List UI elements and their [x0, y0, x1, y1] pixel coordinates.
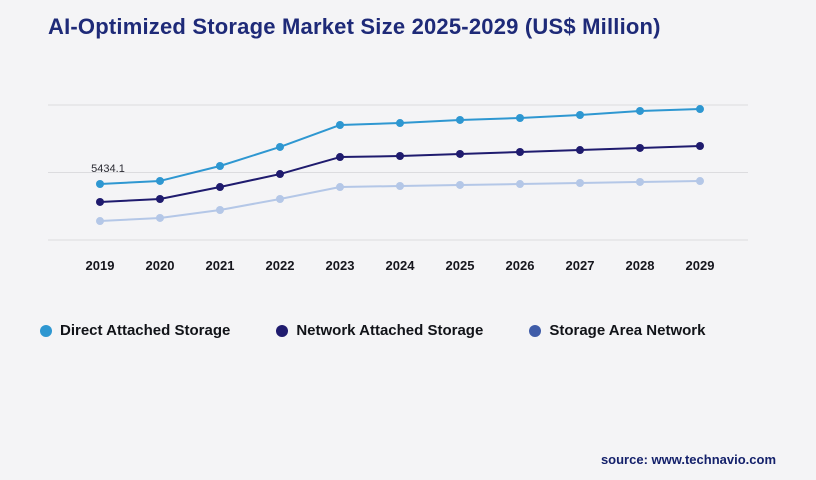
x-axis-label: 2027: [566, 258, 595, 273]
data-point-direct-attached-storage: [276, 142, 284, 151]
data-point-direct-attached-storage: [96, 179, 104, 188]
data-point-storage-area-network: [216, 206, 224, 215]
data-point-storage-area-network: [396, 182, 404, 190]
data-point-direct-attached-storage: [216, 162, 224, 171]
data-point-storage-area-network: [456, 180, 464, 189]
x-axis-label: 2024: [386, 258, 416, 273]
line-chart: 5434.1 2019 2020 2021 2022 2023 2024 2025 2026 20…: [48, 104, 748, 273]
data-point-network-attached-storage: [216, 183, 224, 192]
data-point-direct-attached-storage: [636, 106, 644, 115]
chart-title: AI-Optimized Storage Market Size 2025-20…: [48, 14, 661, 39]
data-point-storage-area-network: [336, 183, 344, 192]
x-axis-label: 2025: [446, 258, 475, 273]
data-point-direct-attached-storage: [516, 113, 524, 122]
legend-item-direct-attached-storage: Direct Attached Storage: [40, 322, 230, 339]
data-point-storage-area-network: [636, 177, 644, 186]
x-axis-label: 2028: [626, 258, 655, 273]
x-axis-label: 2020: [146, 258, 175, 273]
data-point-direct-attached-storage: [336, 120, 344, 129]
data-point-direct-attached-storage: [396, 119, 404, 128]
x-axis-label: 2029: [686, 258, 715, 273]
data-point-storage-area-network: [276, 194, 284, 203]
legend-dot-icon: [276, 324, 289, 337]
data-point-network-attached-storage: [396, 152, 404, 161]
data-point-network-attached-storage: [456, 149, 464, 158]
data-point-storage-area-network: [156, 213, 164, 222]
x-axis-label: 2021: [206, 258, 235, 273]
data-point-storage-area-network: [696, 177, 704, 186]
legend-item-network-attached-storage: Network Attached Storage: [276, 322, 483, 339]
data-point-network-attached-storage: [276, 170, 284, 179]
data-point-network-attached-storage: [96, 197, 104, 206]
data-point-network-attached-storage: [636, 143, 644, 152]
data-point-network-attached-storage: [576, 146, 584, 155]
legend: Direct Attached Storage Network Attached …: [40, 322, 705, 339]
data-point-direct-attached-storage: [156, 176, 164, 185]
legend-dot-icon: [40, 324, 52, 337]
x-axis-label: 2019: [86, 258, 115, 273]
data-point-storage-area-network: [576, 179, 584, 188]
x-axis-label: 2026: [506, 258, 535, 273]
legend-label: Direct Attached Storage: [60, 322, 231, 339]
x-axis-label: 2023: [326, 258, 355, 273]
data-point-direct-attached-storage: [456, 115, 464, 124]
data-point-storage-area-network: [516, 180, 524, 189]
data-point-direct-attached-storage: [696, 105, 704, 114]
data-point-network-attached-storage: [336, 153, 344, 162]
legend-item-storage-area-network: Storage Area Network: [529, 322, 705, 339]
data-point-direct-attached-storage: [576, 110, 584, 119]
data-point-network-attached-storage: [156, 194, 164, 203]
legend-label: Network Attached Storage: [296, 322, 484, 339]
data-point-network-attached-storage: [516, 147, 524, 156]
legend-label: Storage Area Network: [549, 322, 706, 339]
data-point-label: 5434.1: [91, 163, 125, 175]
source-text: source: www.technavio.com: [600, 452, 776, 467]
x-axis-label: 2022: [266, 258, 295, 273]
legend-dot-icon: [529, 324, 542, 337]
data-point-storage-area-network: [96, 217, 104, 226]
data-point-network-attached-storage: [696, 142, 704, 151]
